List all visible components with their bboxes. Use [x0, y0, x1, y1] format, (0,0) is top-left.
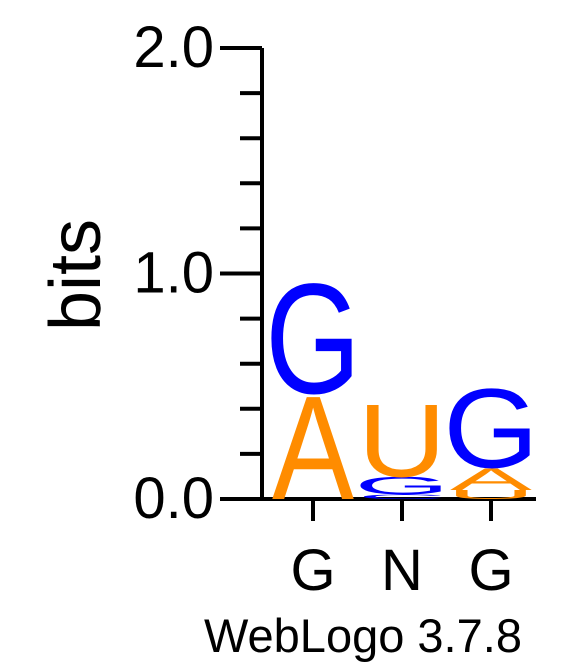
logo-glyph: C [358, 493, 447, 500]
logo-letter-G: G [354, 472, 450, 500]
y-axis: 0.0 1.0 2.0 [133, 15, 264, 531]
logo-letter-G: G [443, 366, 539, 493]
logo-letter-G: G [265, 250, 361, 426]
logo-glyph: U [447, 488, 536, 502]
logo-letter-A: A [450, 462, 532, 497]
x-position-label: G [468, 538, 513, 603]
logo-glyph: G [354, 472, 450, 500]
logo-glyph: A [450, 462, 532, 497]
logo-letter-U: U [358, 383, 447, 499]
logo-letter-C: C [358, 493, 447, 500]
logo-letter-A: A [272, 365, 354, 530]
y-tick-label: 1.0 [133, 241, 214, 306]
y-axis-title: bits [36, 219, 116, 331]
footer-credit: WebLogo 3.7.8 [204, 609, 522, 662]
logo-letter-U: U [447, 488, 536, 502]
logo-glyph: G [443, 366, 539, 493]
y-tick-label: 2.0 [133, 15, 214, 80]
logo-glyph: G [265, 250, 361, 426]
logo-glyph: U [358, 383, 447, 499]
x-position-label: G [290, 538, 335, 603]
x-position-label: N [381, 538, 423, 603]
logo-glyph: A [272, 365, 354, 530]
y-tick-label: 0.0 [133, 466, 214, 531]
